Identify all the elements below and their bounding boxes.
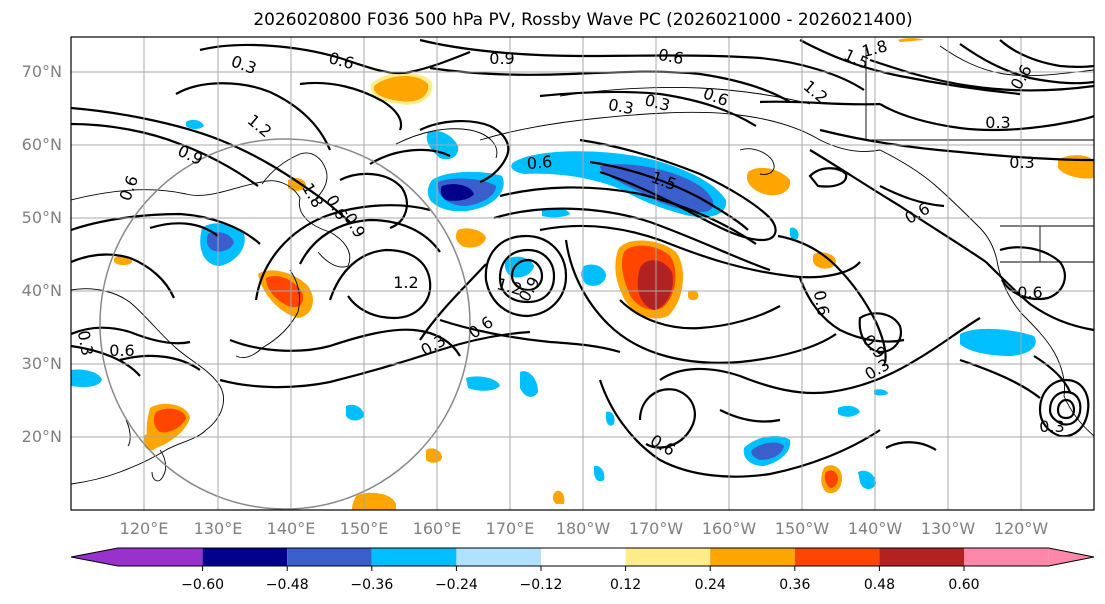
lat-label: 60°N — [22, 135, 62, 154]
lon-label: 120°W — [994, 519, 1049, 538]
contour-label: 0.3 — [1009, 153, 1034, 172]
contour-label: 0.3 — [1039, 417, 1064, 436]
lon-label: 160°E — [413, 519, 462, 538]
region-circle — [99, 138, 471, 510]
lat-label: 30°N — [22, 354, 62, 373]
colorbar-tick-label: −0.36 — [350, 577, 393, 593]
longitude-labels: 120°E 130°E 140°E 150°E 160°E 170°E 180°… — [120, 519, 1049, 538]
contour-label: 1.2 — [393, 273, 418, 292]
colorbar-ticks — [202, 566, 965, 571]
contour-label: 0.6 — [109, 341, 134, 360]
contour-label: 0.9 — [489, 49, 514, 68]
colorbar-bin — [964, 548, 1049, 566]
contour-label: 0.6 — [810, 289, 833, 317]
map-frame — [70, 36, 1095, 511]
colorbar-tick-label: −0.24 — [435, 577, 478, 593]
colorbar-tick-label: 0.48 — [864, 577, 895, 593]
colorbar-bin — [710, 548, 795, 566]
colorbar-bin — [794, 548, 880, 566]
contour-label: 0.6 — [1017, 283, 1042, 302]
lat-label: 70°N — [22, 62, 62, 81]
lon-label: 120°E — [120, 519, 169, 538]
lon-label: 170°E — [486, 519, 535, 538]
contour-label: 0.3 — [607, 95, 635, 118]
contour-label: 0.6 — [526, 152, 553, 173]
colorbar-tick-label: 0.12 — [610, 577, 641, 593]
lon-label: 130°E — [194, 519, 243, 538]
colorbar-tick-label: 0.36 — [779, 577, 810, 593]
colorbar-bin — [625, 548, 711, 566]
contour-label: 0.6 — [657, 45, 685, 68]
lat-label: 50°N — [22, 208, 62, 227]
colorbar-extend-high — [1048, 548, 1094, 566]
lon-label: 170°W — [629, 519, 684, 538]
lon-label: 140°W — [848, 519, 903, 538]
colorbar-bin — [879, 548, 964, 566]
lon-label: 180°W — [556, 519, 611, 538]
colorbar: −0.60 −0.48 −0.36 −0.24 −0.12 0.12 0.24 … — [70, 547, 1095, 593]
colorbar-bin — [541, 548, 626, 566]
contour-label: 0.3 — [74, 329, 97, 357]
colorbar-bin — [118, 548, 203, 566]
colorbar-extend-low — [71, 548, 118, 566]
lat-label: 20°N — [22, 427, 62, 446]
lon-label: 150°W — [775, 519, 830, 538]
colorbar-tick-label: 0.60 — [948, 577, 979, 593]
pv-contours — [71, 38, 1094, 478]
map-area: 0.3 0.6 0.9 0.6 1.5 1.8 1.2 0.6 0.3 0.6 … — [71, 37, 1094, 510]
contour-label: 0.3 — [985, 113, 1010, 132]
lat-label: 40°N — [22, 281, 62, 300]
colorbar-tick-label: −0.12 — [520, 577, 563, 593]
colorbar-tick-label: 0.24 — [695, 577, 726, 593]
lon-label: 130°W — [921, 519, 976, 538]
lon-label: 160°W — [702, 519, 757, 538]
map-gridlines — [71, 37, 1094, 510]
colorbar-bin — [371, 548, 457, 566]
map-title: 2026020800 F036 500 hPa PV, Rossby Wave … — [253, 10, 912, 30]
colorbar-bin — [456, 548, 541, 566]
colorbar-bin — [202, 548, 288, 566]
colorbar-bin — [287, 548, 372, 566]
colorbar-tick-label: −0.60 — [181, 577, 224, 593]
colorbar-tick-label: −0.48 — [266, 577, 309, 593]
lon-label: 150°E — [340, 519, 389, 538]
lon-label: 140°E — [267, 519, 316, 538]
latitude-labels: 70°N 60°N 50°N 40°N 30°N 20°N — [22, 62, 62, 446]
